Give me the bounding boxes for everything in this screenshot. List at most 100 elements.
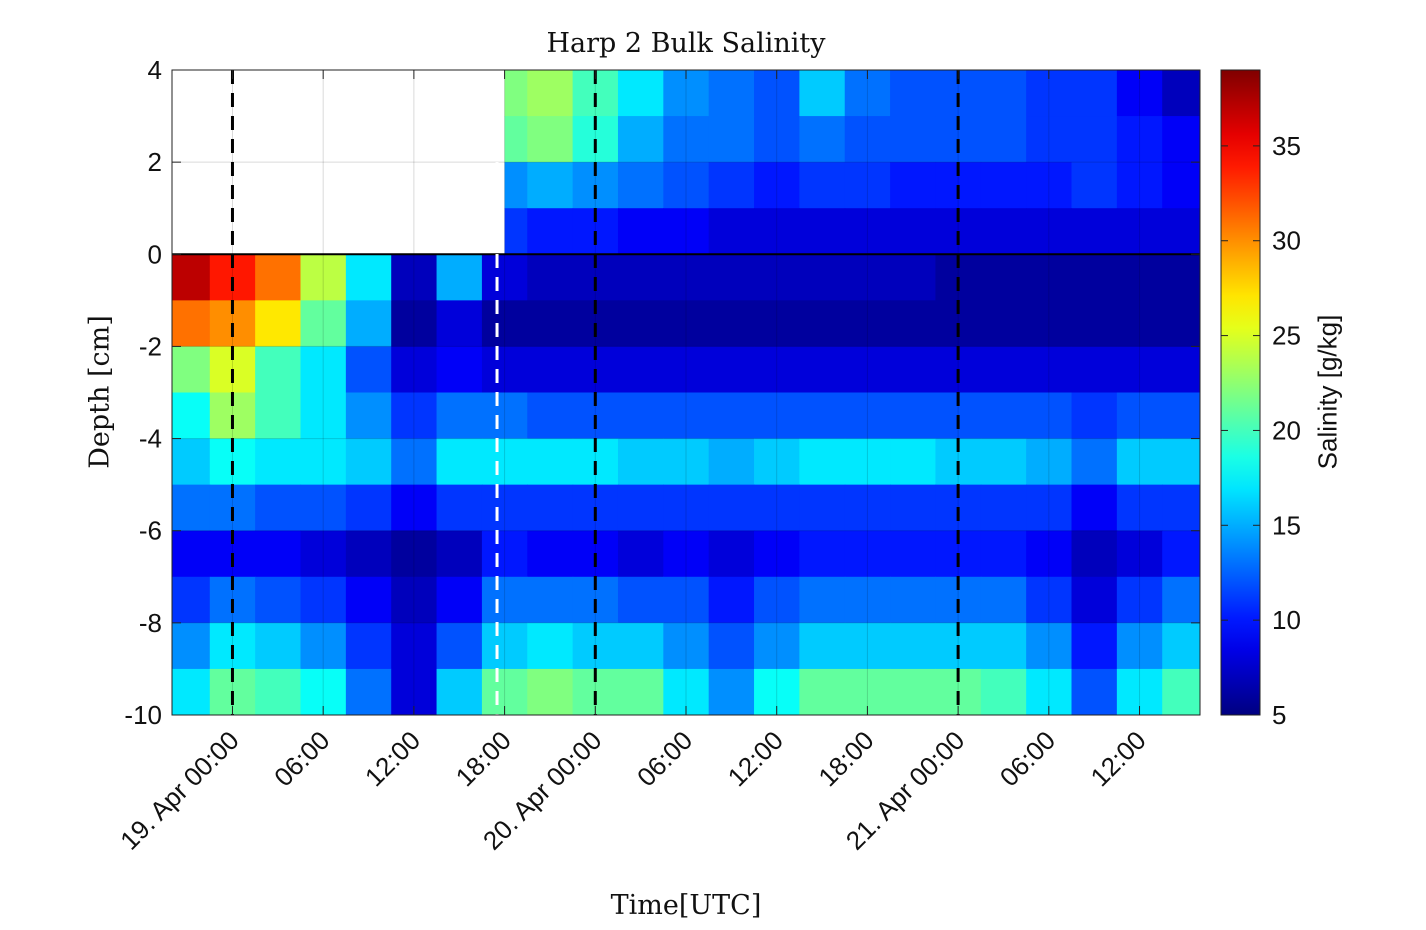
heatmap-cell bbox=[255, 576, 302, 624]
heatmap-cell bbox=[708, 254, 755, 301]
heatmap-cell bbox=[436, 668, 483, 715]
heatmap-cell bbox=[172, 254, 211, 301]
heatmap-cell bbox=[1026, 162, 1073, 209]
heatmap-cell bbox=[663, 116, 710, 163]
heatmap-cell bbox=[754, 116, 800, 163]
colorbar-tick-label: 20 bbox=[1272, 415, 1301, 445]
heatmap-cell bbox=[1162, 576, 1200, 624]
heatmap-cell bbox=[345, 530, 392, 578]
heatmap-cell bbox=[255, 530, 302, 578]
heatmap-cell bbox=[890, 300, 937, 348]
heatmap-cell bbox=[890, 346, 937, 394]
heatmap-cell bbox=[1162, 622, 1200, 670]
heatmap-cell bbox=[391, 576, 438, 624]
heatmap-cell bbox=[980, 162, 1027, 209]
heatmap-cell bbox=[527, 346, 574, 394]
colorbar-tick-label: 15 bbox=[1272, 510, 1301, 540]
heatmap-cell bbox=[481, 346, 528, 394]
heatmap-cell bbox=[890, 162, 937, 209]
heatmap-cell bbox=[1116, 622, 1163, 670]
heatmap-cell bbox=[799, 116, 846, 163]
x-tick-label: 18:00 bbox=[812, 725, 879, 792]
heatmap-cell bbox=[1071, 70, 1118, 117]
x-tick-label: 12:00 bbox=[359, 725, 426, 792]
heatmap-cell bbox=[345, 392, 392, 440]
heatmap-cell bbox=[1026, 346, 1073, 394]
heatmap-cell bbox=[799, 300, 846, 348]
colorbar-tick-label: 35 bbox=[1272, 131, 1301, 161]
heatmap-cell bbox=[708, 668, 755, 715]
heatmap-cell bbox=[1116, 530, 1163, 578]
heatmap-cell bbox=[663, 346, 710, 394]
heatmap-cell bbox=[799, 622, 846, 670]
heatmap-cell bbox=[617, 576, 664, 624]
heatmap-cell bbox=[1162, 530, 1200, 578]
heatmap-cell bbox=[663, 208, 710, 255]
heatmap-cell bbox=[172, 346, 211, 394]
heatmap-cell bbox=[708, 530, 755, 578]
heatmap-cell bbox=[844, 530, 891, 578]
heatmap-cell bbox=[436, 438, 483, 486]
heatmap-cell bbox=[391, 438, 438, 486]
heatmap-cell bbox=[663, 622, 710, 670]
heatmap-cell bbox=[754, 208, 800, 255]
heatmap-cell bbox=[1116, 346, 1163, 394]
heatmap-cell bbox=[345, 438, 392, 486]
heatmap-cell bbox=[504, 70, 528, 117]
heatmap-cell bbox=[255, 300, 302, 348]
heatmap-cell bbox=[890, 622, 937, 670]
heatmap-cell bbox=[1026, 254, 1073, 301]
heatmap-cell bbox=[300, 530, 347, 578]
heatmap-cell bbox=[172, 484, 211, 532]
y-tick-label: -8 bbox=[139, 608, 162, 638]
heatmap-cell bbox=[1071, 530, 1118, 578]
heatmap-cell bbox=[844, 392, 891, 440]
heatmap-cell bbox=[799, 254, 846, 301]
heatmap-cell bbox=[708, 576, 755, 624]
heatmap-cell bbox=[980, 346, 1027, 394]
colorbar-tick-label: 10 bbox=[1272, 605, 1301, 635]
heatmap-cell bbox=[617, 70, 664, 117]
heatmap-cell bbox=[799, 438, 846, 486]
heatmap-cell bbox=[890, 392, 937, 440]
heatmap-cell bbox=[255, 438, 302, 486]
heatmap-cell bbox=[345, 346, 392, 394]
heatmap-cell bbox=[663, 392, 710, 440]
heatmap-cell bbox=[1026, 392, 1073, 440]
heatmap-cell bbox=[890, 254, 937, 301]
colorbar bbox=[1220, 69, 1261, 716]
heatmap-cell bbox=[345, 668, 392, 715]
heatmap-cell bbox=[391, 484, 438, 532]
heatmap-cell bbox=[527, 162, 574, 209]
heatmap-cell bbox=[1026, 530, 1073, 578]
heatmap-cell bbox=[1071, 668, 1118, 715]
heatmap-cell bbox=[1162, 668, 1200, 715]
heatmap-cell bbox=[708, 162, 755, 209]
heatmap-cell bbox=[436, 392, 483, 440]
heatmap-cell bbox=[890, 116, 937, 163]
heatmap-cell bbox=[172, 392, 211, 440]
heatmap-cell bbox=[1071, 392, 1118, 440]
heatmap-cell bbox=[481, 438, 528, 486]
heatmap-cell bbox=[754, 530, 800, 578]
heatmap-cell bbox=[527, 530, 574, 578]
heatmap-cell bbox=[844, 116, 891, 163]
heatmap-cell bbox=[391, 254, 438, 301]
x-tick-label: 06:00 bbox=[994, 725, 1061, 792]
heatmap-cell bbox=[708, 392, 755, 440]
heatmap-cell bbox=[617, 438, 664, 486]
y-tick-label: -10 bbox=[124, 700, 162, 730]
heatmap-cell bbox=[300, 254, 347, 301]
heatmap-cell bbox=[527, 116, 574, 163]
heatmap-cell bbox=[708, 116, 755, 163]
heatmap-cell bbox=[300, 484, 347, 532]
heatmap-cell bbox=[617, 254, 664, 301]
x-axis-label: Time[UTC] bbox=[610, 890, 762, 921]
heatmap-cell bbox=[1026, 576, 1073, 624]
heatmap-cell bbox=[504, 208, 528, 255]
heatmap-cell bbox=[844, 346, 891, 394]
heatmap-cell bbox=[255, 346, 302, 394]
y-tick-label: -2 bbox=[139, 331, 162, 361]
colorbar-tick-label: 30 bbox=[1272, 226, 1301, 256]
heatmap-cell bbox=[844, 208, 891, 255]
